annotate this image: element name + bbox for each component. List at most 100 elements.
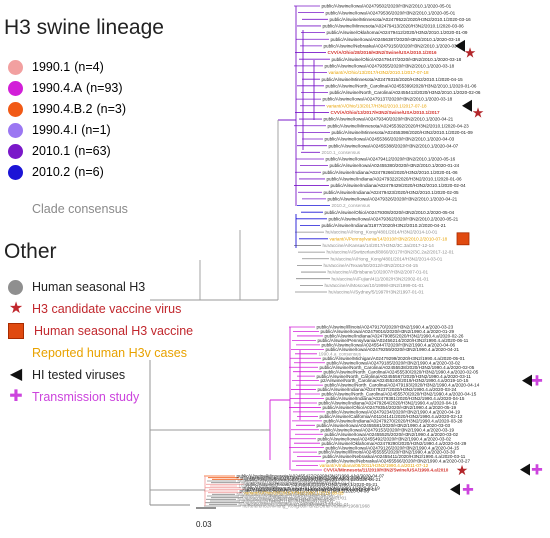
tree-leaf-label: public/A/swine/Minnesota/A02479413/2020/…	[323, 24, 465, 29]
other-item-purple-cross: ✚ Transmission study	[8, 388, 139, 406]
lineage-color-dot-icon	[8, 164, 23, 180]
tree-leaf-label: huVaccine/A/Sydney/5/1997/H3N2/1997-01-0…	[329, 290, 425, 295]
tree-leaf-label: CVV/A/Ohio/28/2016/H3N2/Swine/USA/2010.1…	[328, 50, 437, 55]
tree-leaf-label: variant/A/Ohio/26/2016/H3N2/1990.1/2016-…	[244, 490, 345, 495]
tree-leaf-label: huVaccine/A/Switzerland/8060/2017/H3N2/3…	[327, 250, 455, 255]
tree-leaf-label: public/A/swine/Ohio/A02479308/2020/H3N2/…	[325, 210, 455, 215]
purple-cross-icon: ✚	[462, 481, 474, 497]
tree-leaf-labels: public/A/swine/Iowa/A02479502/2020/H3N2/…	[237, 4, 481, 509]
tree-leaf-label: public/A/swine/Indiana/A02479429/2020/H3…	[331, 183, 467, 188]
lineage-color-dot-icon	[8, 143, 23, 159]
lineage-name: 1990.4.B.2	[32, 102, 93, 116]
tree-leaf-label: public/A/swine/Indiana/A02479264/2020/H3…	[319, 401, 458, 406]
tree-leaf-label: CVV/A/Ohio/13/2017/H3N2/Swine/USA/2010.1…	[331, 110, 440, 115]
tree-leaf-label: public/A/swine/Iowa/A02479412/2020/H3N2/…	[326, 157, 456, 162]
purple-cross-icon: ✚	[531, 462, 543, 478]
tree-leaf-label: public/A/swine/Oklahoma/A02479412/2020/H…	[327, 30, 468, 35]
tree-leaf-label: public/A/swine/Nebraska/A02479150/2020/H…	[324, 44, 464, 49]
red-star-icon: ★	[464, 45, 477, 61]
tree-leaf-label: public/A/swine/Iowa/A02455492/2020/H3N2/…	[318, 436, 452, 441]
tree-leaf-label: public/A/swine/Ohio/A02479447/2020/H3N2/…	[332, 57, 462, 62]
lineage-name: 1990.4.A	[32, 81, 83, 95]
lineage-legend: H3 swine lineage	[4, 16, 164, 40]
tree-leaf-label: public/A/swine/Indiana/A02479237/2020/H3…	[318, 387, 457, 392]
lineage-count: (n=1)	[81, 123, 111, 137]
tree-leaf-label: public/A/swine/Oklahoma/A02479290/2020/H…	[322, 441, 467, 446]
lineage-count: (n=63)	[74, 144, 111, 158]
tree-leaf-label: public/A/swine/Iowa/A02479340/2020/H3N2/…	[324, 117, 454, 122]
tree-leaf-label: huVaccine/A/Texas/50/2012/H3N2/2012-04-1…	[324, 263, 419, 268]
lineage-item-1990-4-i: 1990.4.I (n=1)	[8, 121, 111, 139]
purple-cross-icon: ✚	[9, 388, 23, 405]
lineage-item-1990-1: 1990.1 (n=4)	[8, 58, 104, 76]
tree-leaf-label: public/A/swine/Iowa/A02479185/2020/H3N2/…	[327, 360, 461, 365]
red-star-icon: ★	[472, 104, 485, 120]
tree-leaf-label: public/A/swine/Iowa/A02455388/2020/H3N2/…	[329, 143, 459, 148]
tree-leaf-label: public/A/swine/Missouri/A02479155/2020/H…	[243, 485, 381, 490]
red-square-icon	[456, 232, 470, 246]
tree-leaf-label: huVaccine/A/Fujian/411/2002/H3N2/2002-01…	[332, 276, 430, 281]
clade-consensus-leaf: 2010.1_consensus	[322, 150, 361, 155]
tree-leaf-label: public/A/swine/North_Carolina/A02455413/…	[330, 90, 481, 95]
black-triangle-icon: ◀	[9, 366, 23, 383]
tree-leaf-label: huVaccine/A/Hong_Kong/4801/2014/H3N2/201…	[331, 256, 443, 261]
red-square-icon	[8, 323, 24, 339]
tree-leaf-label: public/A/swine/Iowa/A02455581/2020/H3N2/…	[317, 423, 451, 428]
tree-leaf-label: public/A/swine/Iowa/A02479355/2020/H3N2/…	[325, 63, 455, 68]
tree-leaf-label: public/A/swine/North_Carolina/A02455538/…	[320, 365, 475, 370]
tree-leaf-label: public/A/swine/Indiana/A02479423/2020/H3…	[324, 190, 460, 195]
clade-consensus-leaf: 1990.1_consensus	[239, 484, 278, 489]
tree-leaf-label: public/A/swine/Indiana/A02479266/2020/H3…	[323, 170, 459, 175]
other-item-label: H3 candidate vaccine virus	[32, 302, 182, 316]
tree-leaf-label: public/A/swine/Minnesota/A02455392/2020/…	[328, 123, 470, 128]
tree-leaf-label: public/A/swine/Iowa/A02455525/2020/H3N2/…	[325, 432, 459, 437]
tree-leaf-label: public/A/swine/Indiana/31877/2020/H3N2/2…	[322, 223, 447, 228]
tree-leaf-label: huVaccine/A/Moscow/10/1999/H3N2/1999-01-…	[325, 283, 425, 288]
tree-leaf-label: huVaccine/A/Port_Chalmers/1/1973/H3N2/19…	[239, 502, 350, 507]
tree-leaf-label: huVaccine/A/Beijing/32/1992/H3N2/1992-01…	[237, 492, 334, 497]
tree-leaf-label: public/A/swine/Iowa/A02479126/2020/H3N2/…	[326, 445, 460, 450]
tree-leaf-label: huVaccine/A/Philippines/2/1982/H3N2/1982…	[245, 495, 348, 500]
lineage-count: (n=4)	[74, 60, 104, 74]
tree-leaf-label: public/A/swine/Iowa/A02455380/2020/H3N2/…	[330, 163, 460, 168]
tree-leaf-label: variant/A/Pennsylvania/14/2010/H3N2/2010…	[330, 236, 448, 241]
black-triangle-icon	[450, 483, 460, 496]
lineage-count: (n=6)	[74, 165, 104, 179]
purple-cross-icon: ✚	[531, 373, 543, 389]
other-item-gray-circle: Human seasonal H3	[8, 278, 145, 296]
lineage-color-dot-icon	[8, 122, 23, 138]
tree-branches	[149, 5, 330, 507]
tree-leaf-label: public/A/swine/Indiana/A02479322/2020/H3…	[327, 177, 463, 182]
tree-leaf-label: CVV/A/Minnesota/11/2010/H3N2/Swine/USA/1…	[324, 468, 449, 473]
clade-consensus-leaf: 1990.4.a_consensus	[319, 351, 362, 356]
scale-bar-label: 0.03	[196, 520, 212, 529]
tree-leaf-label: public/A/swine/North_Carolina/A02479193/…	[325, 383, 480, 388]
lineage-item-2010-2: 2010.2 (n=6)	[8, 163, 104, 181]
tree-leaf-label: public/A/swine/Illinois/A02455555/2020/H…	[319, 450, 456, 455]
tree-leaf-label: public/A/swine/Iowa/A02456387/2020/H3N2/…	[331, 37, 461, 42]
tree-leaf-label: public/A/swine/Nebraska/A02455566/2020/H…	[327, 459, 471, 464]
tree-leaf-label: public/A/swine/Indiana/A02479381/2020/H3…	[326, 396, 465, 401]
other-item-label: Human seasonal H3 vaccine	[34, 324, 194, 338]
tree-leaf-label: huVaccine/A/Hong_Kong/4801/2014/H3N2/201…	[326, 230, 438, 235]
tree-leaf-label: public/A/swine/Iowa/A02479502/2020/H3N2/…	[322, 4, 452, 9]
tree-leaf-label: variant/A/Ohio/13/2017/H3N2/2010.1/2017-…	[329, 70, 430, 75]
tree-leaf-label: public/A/swine/Illinois/A02479170/2020/H…	[317, 325, 454, 330]
other-item-label: Reported human H3v cases	[32, 346, 187, 360]
black-triangle-icon	[520, 463, 530, 476]
tree-leaf-label: public/A/swine/North_Carolina/A02455570/…	[322, 392, 477, 397]
tree-leaf-label: public/A/swine/Iowa/A02479283/2020/H3N2/…	[245, 477, 382, 482]
tree-leaf-label: public/A/swine/Michigan/A02479299/2020/H…	[323, 356, 466, 361]
lineage-count: (n=3)	[96, 102, 126, 116]
tree-leaf-label: public/A/swine/Iowa/A02479326/2020/H3N2/…	[328, 196, 458, 201]
other-item-orange-text: Reported human H3v cases	[8, 344, 187, 362]
black-triangle-icon	[462, 99, 472, 112]
tree-leaf-label: variant/A/Ohio/13/2017/H3N2/2010.1/2017-…	[327, 103, 428, 108]
tree-leaf-label: public/A/swine/Minnesota/A02479522/2020/…	[330, 17, 472, 22]
tree-leaf-label: public/A/swine/Indiana/A02479270/2020/H3…	[324, 418, 463, 423]
gray-circle-icon	[8, 279, 23, 295]
tree-leaf-label: public/A/swine/Iowa/A02455366/2020/H3N2/…	[325, 137, 455, 142]
lineage-item-1990-4-a: 1990.4.A (n=93)	[8, 79, 123, 97]
tree-leaf-label: public/A/swine/Iowa/A02479153/2020/H3N2/…	[321, 427, 455, 432]
